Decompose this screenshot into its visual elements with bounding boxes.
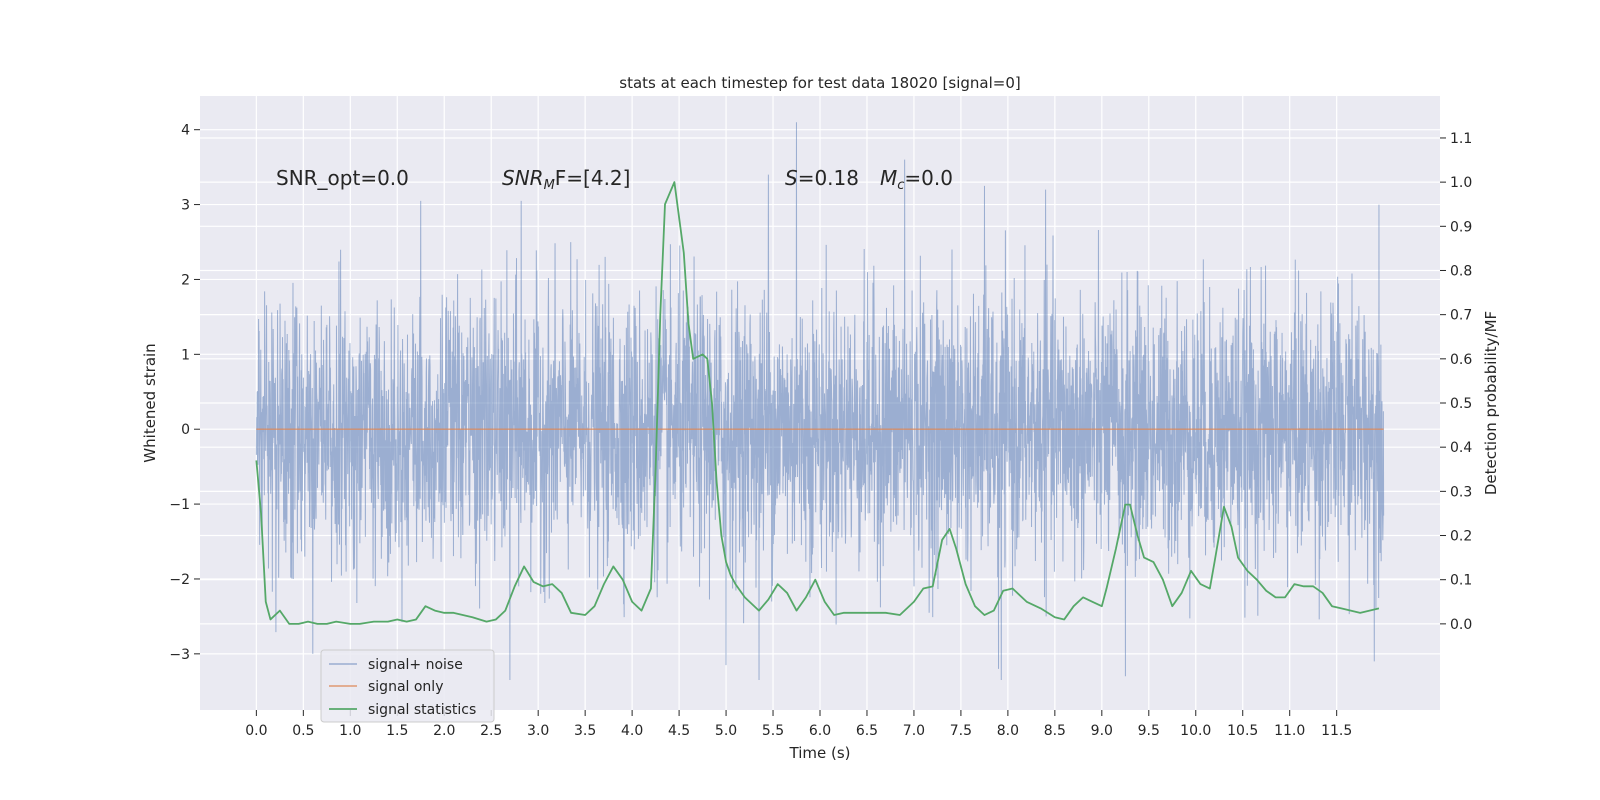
annotation-snr-mf-main: SNR [502,166,544,190]
x-tick-label-3: 1.5 [386,723,408,739]
y-axis-left-ticks: −3 −2 −1 0 1 2 3 4 [169,123,200,663]
annotation-snr-mf-rest: F=[4.2] [555,166,631,190]
x-axis-ticks: 0.0 0.5 1.0 1.5 2.0 2.5 3.0 3.5 4.0 4.5 5.0 5.5 6.0 6… [245,710,1352,739]
y-right-tick-label-5: 0.5 [1450,396,1472,412]
x-tick-label-4: 2.0 [433,723,455,739]
y-right-tick-label-6: 0.6 [1450,352,1472,368]
legend: signal+ noise signal only signal statist… [320,649,495,723]
y-right-tick-label-10: 1.0 [1450,175,1472,191]
x-tick-label-22: 11.0 [1274,723,1305,739]
y-left-tick-label-3: 0 [181,422,190,438]
x-tick-label-1: 0.5 [292,723,314,739]
y-right-tick-label-2: 0.2 [1450,529,1472,545]
y-right-tick-label-4: 0.4 [1450,440,1472,456]
x-tick-label-10: 5.0 [715,723,737,739]
x-tick-label-5: 2.5 [480,723,502,739]
x-axis-label: Time (s) [789,744,851,762]
y-left-tick-label-4: 1 [181,347,190,363]
legend-label-signal-statistics: signal statistics [368,702,476,718]
annotation-s-main: S [785,166,798,190]
y-right-tick-label-1: 0.1 [1450,573,1472,589]
x-tick-label-16: 8.0 [997,723,1019,739]
y-left-tick-label-5: 2 [181,272,190,288]
y-axis-right-label: Detection probability/MF [1482,311,1500,495]
x-tick-label-14: 7.0 [903,723,925,739]
annotation-snr-opt: SNR_opt=0.0 [276,166,409,190]
x-tick-label-19: 9.5 [1138,723,1160,739]
x-tick-label-15: 7.5 [950,723,972,739]
annotation-mc-main: M [880,166,897,190]
legend-label-signal-only: signal only [368,679,443,695]
x-tick-label-13: 6.5 [856,723,878,739]
legend-label-signal-plus-noise: signal+ noise [368,657,463,673]
annotation-s: S=0.18 [785,166,859,190]
annotation-mc-rest: =0.0 [904,166,953,190]
x-tick-label-20: 10.0 [1180,723,1211,739]
noise-line [255,122,1385,681]
y-left-tick-label-7: 4 [181,123,190,139]
annotation-mc-sub: c [897,178,904,193]
annotation-s-rest: =0.18 [798,166,859,190]
series-signal-plus-noise [255,122,1385,681]
y-left-tick-label-1: −2 [169,572,190,588]
y-left-tick-label-0: −3 [169,647,190,663]
y-right-tick-label-7: 0.7 [1450,308,1472,324]
signal-statistics-line [255,181,1380,625]
x-tick-label-7: 3.5 [574,723,596,739]
x-tick-label-12: 6.0 [809,723,831,739]
x-tick-label-23: 11.5 [1321,723,1352,739]
x-tick-label-21: 10.5 [1227,723,1258,739]
x-tick-label-0: 0.0 [245,723,267,739]
y-right-tick-label-0: 0.0 [1450,617,1472,633]
x-tick-label-6: 3.0 [527,723,549,739]
x-tick-label-9: 4.5 [668,723,690,739]
y-right-tick-label-3: 0.3 [1450,484,1472,500]
legend-frame [320,649,495,723]
series-signal-statistics [255,181,1380,625]
chart-title: stats at each timestep for test data 180… [619,74,1020,92]
annotation-snr-mf: SNRMF=[4.2] [502,166,630,193]
y-right-tick-label-8: 0.8 [1450,263,1472,279]
annotation-snr-mf-sub: M [544,178,555,193]
x-tick-label-8: 4.0 [621,723,643,739]
y-axis-right-ticks: 0.0 0.1 0.2 0.3 0.4 0.5 0.6 0.7 0.8 0.9 1.0 1.1 [1440,131,1472,633]
x-tick-label-18: 9.0 [1091,723,1113,739]
x-tick-label-11: 5.5 [762,723,784,739]
y-axis-left-label: Whitened strain [141,343,159,462]
y-left-tick-label-2: −1 [169,497,190,513]
x-tick-label-17: 8.5 [1044,723,1066,739]
y-right-tick-label-9: 0.9 [1450,219,1472,235]
annotation-mc: Mc=0.0 [880,166,953,193]
y-right-tick-label-11: 1.1 [1450,131,1472,147]
y-left-tick-label-6: 3 [181,198,190,214]
x-tick-label-2: 1.0 [339,723,361,739]
